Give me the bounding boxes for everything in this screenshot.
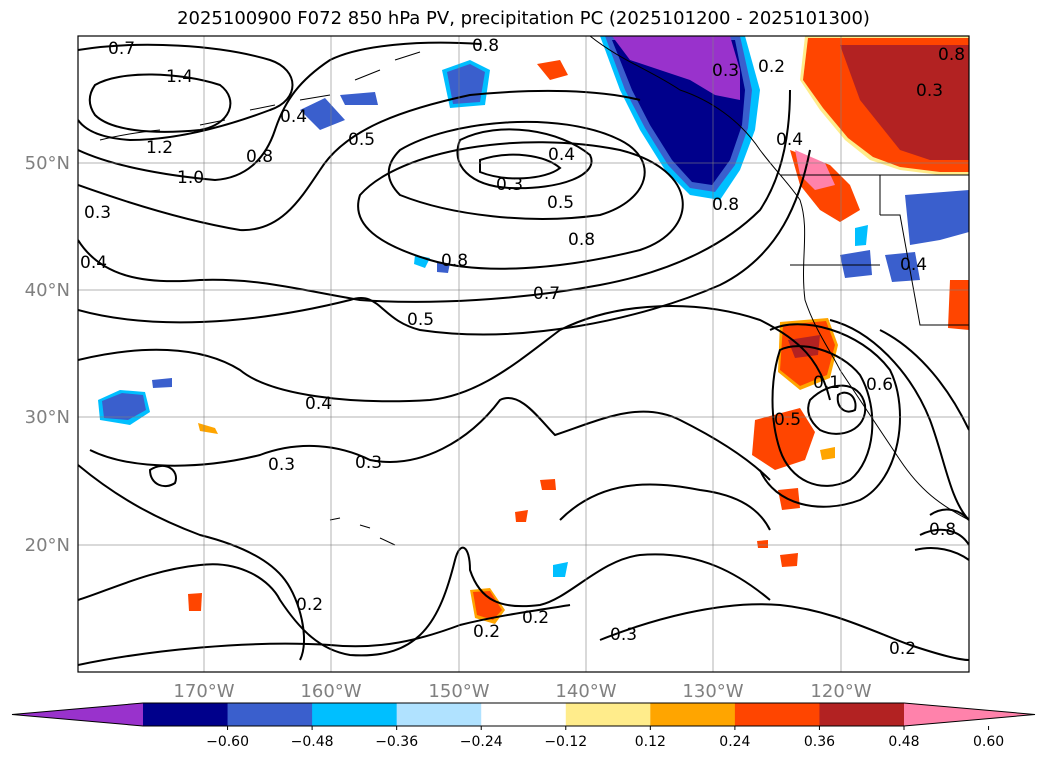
colorbar-swatch	[650, 703, 736, 726]
contour-label: 0.8	[441, 251, 468, 271]
lon-tick: 130°W	[682, 681, 743, 702]
contour-label: 0.2	[758, 57, 785, 77]
precip-shading	[98, 36, 969, 624]
colorbar-outline	[11, 702, 1036, 727]
contour-label: 0.8	[929, 520, 956, 540]
contour-label: 1.0	[177, 168, 204, 188]
contour-labels: 0.7 1.4 1.2 1.0 0.8 0.4 0.5 0.8 0.4 0.3 …	[80, 36, 965, 659]
colorbar-tick-label: −0.24	[460, 734, 503, 750]
contour-label: 0.8	[568, 230, 595, 250]
contour-label: 0.2	[522, 608, 549, 628]
coastlines	[99, 36, 969, 546]
lon-tick-labels: 170°W 160°W 150°W 140°W 130°W 120°W	[173, 681, 871, 702]
colorbar-tick-label: −0.12	[544, 734, 587, 750]
lon-tick: 150°W	[428, 681, 489, 702]
colorbar-swatch	[565, 703, 651, 726]
contour-label: 0.3	[84, 203, 111, 223]
colorbar-extend-low	[12, 703, 143, 726]
contour-label: 0.1	[813, 373, 840, 393]
contour-label: 0.4	[776, 130, 803, 150]
lat-tick-labels: 50°N 40°N 30°N 20°N	[25, 153, 70, 556]
lat-tick: 20°N	[25, 535, 70, 556]
contour-label: 0.3	[355, 453, 382, 473]
contour-label: 0.3	[916, 81, 943, 101]
colorbar-tick-label: −0.36	[375, 734, 418, 750]
colorbar-tick-label: −0.60	[206, 734, 249, 750]
colorbar-swatch	[312, 703, 398, 726]
contour-label: 0.8	[246, 147, 273, 167]
colorbar-swatch	[143, 703, 229, 726]
lon-tick: 140°W	[555, 681, 616, 702]
contour-label: 0.6	[866, 375, 893, 395]
colorbar-tick-label: −0.48	[291, 734, 334, 750]
colorbar: −0.60 −0.48 −0.36 −0.24 −0.12 0.12 0.24 0.36 0.4…	[11, 702, 1036, 750]
contour-label: 0.8	[938, 45, 965, 65]
contour-label: 0.4	[305, 394, 332, 414]
lat-tick: 40°N	[25, 280, 70, 301]
contour-label: 0.3	[712, 61, 739, 81]
colorbar-swatch	[396, 703, 482, 726]
contour-label: 0.2	[296, 595, 323, 615]
contour-label: 0.5	[407, 310, 434, 330]
colorbar-tick-label: 0.60	[973, 734, 1004, 750]
contour-label: 0.5	[774, 410, 801, 430]
contour-label: 0.4	[280, 107, 307, 127]
contour-label: 0.8	[472, 36, 499, 56]
colorbar-tick-label: 0.48	[888, 734, 919, 750]
colorbar-extend-high	[904, 703, 1035, 726]
contour-label: 0.5	[348, 130, 375, 150]
lon-tick: 160°W	[300, 681, 361, 702]
contour-label: 0.2	[473, 622, 500, 642]
colorbar-swatch	[734, 703, 820, 726]
contour-label: 1.2	[146, 138, 173, 158]
colorbar-swatch	[227, 703, 313, 726]
contour-label: 0.3	[496, 175, 523, 195]
contour-label: 0.5	[547, 193, 574, 213]
contour-label: 0.8	[712, 195, 739, 215]
contour-label: 0.4	[80, 253, 107, 273]
colorbar-swatch	[481, 703, 567, 726]
contour-label: 0.4	[548, 145, 575, 165]
colorbar-swatch	[819, 703, 905, 726]
contour-label: 0.2	[889, 639, 916, 659]
pv-contours	[78, 41, 969, 666]
colorbar-tick-label: 0.24	[719, 734, 750, 750]
lon-tick: 120°W	[810, 681, 871, 702]
colorbar-tick-label: 0.36	[804, 734, 835, 750]
contour-label: 0.3	[610, 625, 637, 645]
lon-tick: 170°W	[173, 681, 234, 702]
contour-label: 0.7	[108, 39, 135, 59]
lat-tick: 50°N	[25, 153, 70, 174]
contour-label: 0.7	[533, 284, 560, 304]
contour-label: 0.3	[268, 455, 295, 475]
contour-label: 0.4	[900, 255, 927, 275]
contour-label: 1.4	[166, 67, 193, 87]
gridlines	[78, 36, 969, 672]
plot-frame	[77, 35, 970, 673]
map-title: 2025100900 F072 850 hPa PV, precipitatio…	[177, 8, 870, 29]
colorbar-tick-label: 0.12	[635, 734, 666, 750]
lat-tick: 30°N	[25, 407, 70, 428]
